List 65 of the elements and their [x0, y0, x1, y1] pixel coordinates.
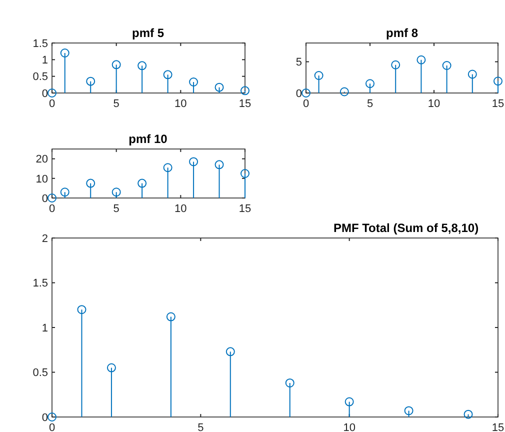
chart-title: pmf 5: [132, 26, 164, 40]
x-tick-label: 15: [492, 98, 504, 110]
y-tick-label: 0: [42, 192, 48, 205]
point: [464, 410, 473, 419]
point: [214, 160, 224, 170]
x-tick-label: 5: [113, 203, 120, 215]
x-tick-label: 5: [113, 98, 120, 110]
point: [48, 88, 56, 98]
y-tick-label: 1.5: [32, 38, 48, 50]
point: [442, 61, 452, 70]
point: [344, 397, 354, 406]
point: [214, 82, 224, 92]
x-tick-label: 5: [198, 422, 204, 432]
y-tick-label: 2: [42, 232, 48, 245]
x-tick-label: 5: [366, 98, 374, 110]
x-tick-label: 15: [238, 98, 252, 110]
point: [138, 61, 147, 70]
y-tick-label: 0.5: [32, 367, 48, 380]
point: [240, 169, 250, 178]
point: [163, 70, 172, 80]
point: [314, 71, 324, 80]
point: [112, 188, 121, 197]
point: [302, 88, 310, 98]
y-tick-label: 0.5: [32, 71, 48, 84]
y-tick-label: 1: [42, 322, 48, 334]
point: [226, 347, 235, 356]
point: [416, 55, 426, 64]
y-tick-label: 1: [42, 54, 48, 67]
point: [285, 378, 294, 388]
chart-title: pmf 10: [128, 132, 168, 146]
point: [366, 79, 374, 88]
point: [60, 48, 70, 58]
point: [138, 178, 147, 188]
point: [340, 87, 349, 96]
x-tick-label: 15: [492, 422, 504, 432]
point: [189, 157, 198, 166]
x-tick-label: 10: [174, 203, 187, 215]
point: [468, 70, 477, 79]
point: [240, 86, 250, 96]
point: [391, 60, 400, 70]
x-tick-label: 10: [343, 422, 356, 432]
point: [60, 188, 70, 197]
point: [163, 163, 172, 172]
point: [77, 305, 86, 314]
x-tick-label: 10: [174, 98, 187, 110]
x-tick-label: 0: [48, 422, 56, 432]
x-tick-label: 10: [428, 98, 440, 110]
y-tick-label: 0: [42, 412, 48, 424]
y-tick-label: 20: [36, 154, 48, 166]
point: [48, 412, 56, 422]
point: [86, 76, 96, 86]
y-tick-label: 0: [42, 88, 48, 100]
x-tick-label: 15: [238, 203, 252, 215]
point: [494, 76, 502, 86]
point: [112, 60, 121, 70]
y-tick-label: 1.5: [32, 278, 48, 290]
point: [86, 178, 96, 188]
y-tick-label: 10: [36, 173, 48, 186]
point: [404, 406, 414, 416]
point: [106, 363, 116, 372]
chart-title: pmf 8: [386, 26, 418, 40]
point: [189, 78, 198, 86]
point: [166, 312, 176, 322]
point: [48, 194, 56, 202]
chart-title: PMF Total (Sum of 5,8,10): [333, 221, 479, 235]
